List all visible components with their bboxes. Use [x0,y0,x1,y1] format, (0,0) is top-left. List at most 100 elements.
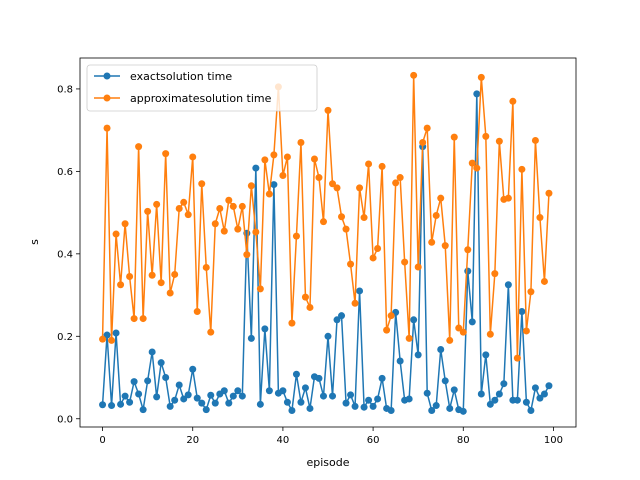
data-point [126,398,134,406]
data-point [283,153,291,161]
data-point [329,392,337,400]
data-point [166,402,174,410]
data-point [374,244,382,252]
data-point [148,271,156,279]
data-point [347,260,355,268]
data-point [432,402,440,410]
data-point [369,254,377,262]
y-tick-label: 0.2 [57,332,73,343]
data-point [270,181,278,189]
data-point [333,316,341,324]
data-point [153,200,161,208]
data-point [486,330,494,338]
data-point [162,150,170,158]
data-point [193,394,201,402]
series-line [101,93,550,413]
data-point [202,263,210,271]
data-point [365,396,373,404]
data-point [342,399,350,407]
data-point [450,386,458,394]
data-point [383,326,391,334]
data-point [247,334,255,342]
data-point [324,106,332,114]
data-point [184,391,192,399]
data-point [518,308,526,316]
y-axis-label: s [28,239,41,245]
data-point [189,365,197,373]
data-point [238,202,246,210]
data-point [243,251,251,259]
data-point [486,400,494,408]
data-point [180,198,188,206]
data-point [279,387,287,395]
data-point [135,390,143,398]
data-point [292,232,300,240]
data-point [112,230,120,238]
data-point [153,393,161,401]
data-point [225,196,233,204]
series-layer [99,71,553,415]
data-point [401,258,409,266]
data-point [387,407,395,415]
data-point [288,407,296,415]
data-point [338,213,346,221]
data-point [437,345,445,353]
data-point [491,270,499,278]
data-point [378,374,386,382]
legend-box [86,64,318,112]
data-point [545,382,553,390]
data-point [256,285,264,293]
data-point [207,328,215,336]
data-point [396,357,404,365]
data-point [423,124,431,132]
data-point [423,389,431,397]
data-point [198,399,206,407]
data-point [148,348,156,356]
data-point [306,404,314,412]
data-point [121,392,129,400]
data-point [468,159,476,167]
data-point [180,395,188,403]
data-point [387,312,395,320]
data-point [108,402,116,410]
data-point [513,354,521,362]
data-point [414,263,422,271]
data-point [207,391,215,399]
data-point [252,164,260,172]
data-point [175,204,183,212]
data-point [175,381,183,389]
data-point [202,406,210,414]
data-point [441,377,449,385]
data-point [464,267,472,275]
data-point [450,133,458,141]
data-point [419,139,427,147]
data-point [428,238,436,246]
x-tick-label: 100 [544,435,563,446]
data-point [234,387,242,395]
data-point [130,315,138,323]
data-point [491,396,499,404]
data-point [482,351,490,359]
data-point [374,395,382,403]
data-point [392,179,400,187]
data-point [211,220,219,228]
data-point [351,402,359,410]
data-point [477,390,485,398]
data-point [356,184,364,192]
data-point [338,312,346,320]
data-point [522,327,530,335]
data-point [171,396,179,404]
data-point [270,151,278,159]
x-tick-label: 60 [367,435,380,446]
data-point [103,124,111,132]
data-point [234,225,242,233]
data-point [468,318,476,326]
data-point [189,153,197,161]
data-point [220,387,228,395]
x-tick-label: 0 [99,435,105,446]
data-point [545,189,553,197]
data-point [356,287,364,295]
data-point [351,299,359,307]
data-point [144,377,152,385]
data-point [410,71,418,79]
